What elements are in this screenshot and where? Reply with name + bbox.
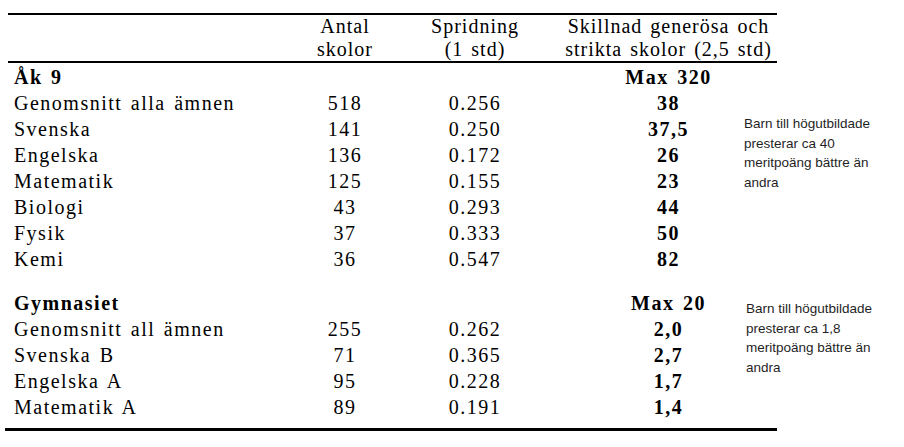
- column-header-line: skolor: [300, 38, 390, 61]
- spridning-value: 0.256: [390, 90, 560, 116]
- table-row: Engelska A 95 0.228 1,7: [8, 368, 777, 394]
- row-label: Matematik A: [8, 394, 300, 420]
- column-header-line: (1 std): [390, 38, 560, 61]
- annotation-gymnasiet: Barn till högutbildade presterar ca 1,8 …: [746, 299, 904, 377]
- skillnad-value: 2,0: [560, 316, 777, 342]
- section-gap: [8, 272, 777, 290]
- annotation-ak9: Barn till högutbildade presterar ca 40 m…: [744, 114, 904, 192]
- row-label: Genomsnitt all ämnen: [8, 316, 300, 342]
- annotation-line: Barn till högutbildade: [744, 114, 904, 134]
- spridning-value: 0.228: [390, 368, 560, 394]
- annotation-line: Barn till högutbildade: [746, 299, 904, 319]
- table-row: Biologi 43 0.293 44: [8, 194, 777, 220]
- column-header-line: Antal: [300, 15, 390, 38]
- antal-skolor-value: 125: [300, 168, 390, 194]
- spridning-value: 0.155: [390, 168, 560, 194]
- table-row: Fysik 37 0.333 50: [8, 220, 777, 246]
- annotation-line: meritpoäng bättre än: [744, 153, 904, 173]
- spridning-value: 0.365: [390, 342, 560, 368]
- annotation-line: andra: [746, 358, 904, 378]
- table-header-rule: [8, 61, 777, 63]
- annotation-line: andra: [744, 173, 904, 193]
- annotation-line: meritpoäng bättre än: [746, 338, 904, 358]
- antal-skolor-value: 71: [300, 342, 390, 368]
- skillnad-value: 1,4: [560, 394, 777, 420]
- empty-cell: [300, 64, 390, 90]
- column-header-line: Spridning: [390, 15, 560, 38]
- spridning-value: 0.191: [390, 394, 560, 420]
- table-row: Svenska 141 0.250 37,5: [8, 116, 777, 142]
- antal-skolor-value: 36: [300, 246, 390, 272]
- empty-cell: [390, 290, 560, 316]
- row-label: Matematik: [8, 168, 300, 194]
- spridning-value: 0.333: [390, 220, 560, 246]
- antal-skolor-value: 43: [300, 194, 390, 220]
- column-header-skillnad: Skillnad generösa och strikta skolor (2,…: [560, 15, 777, 61]
- section-title: Åk 9: [8, 64, 300, 90]
- table-row: Engelska 136 0.172 26: [8, 142, 777, 168]
- row-label: Svenska: [8, 116, 300, 142]
- row-label: Svenska B: [8, 342, 300, 368]
- max-label: Max 320: [560, 64, 777, 90]
- table-row: Genomsnitt all ämnen 255 0.262 2,0: [8, 316, 777, 342]
- skillnad-value: 1,7: [560, 368, 777, 394]
- table-row: Genomsnitt alla ämnen 518 0.256 38: [8, 90, 777, 116]
- spridning-value: 0.172: [390, 142, 560, 168]
- section-title: Gymnasiet: [8, 290, 300, 316]
- antal-skolor-value: 95: [300, 368, 390, 394]
- annotation-line: presterar ca 40: [744, 134, 904, 154]
- row-label: Kemi: [8, 246, 300, 272]
- antal-skolor-value: 37: [300, 220, 390, 246]
- skillnad-value: 2,7: [560, 342, 777, 368]
- table-row: Kemi 36 0.547 82: [8, 246, 777, 272]
- column-header-line: Skillnad generösa och: [560, 15, 777, 38]
- column-header-line: strikta skolor (2,5 std): [560, 38, 777, 61]
- table-row: Matematik 125 0.155 23: [8, 168, 777, 194]
- empty-header-cell: [8, 15, 300, 61]
- antal-skolor-value: 518: [300, 90, 390, 116]
- document-page: Antal skolor Spridning (1 std) Skillnad …: [0, 0, 904, 447]
- spridning-value: 0.293: [390, 194, 560, 220]
- spridning-value: 0.262: [390, 316, 560, 342]
- skillnad-value: 44: [560, 194, 777, 220]
- row-label: Biologi: [8, 194, 300, 220]
- antal-skolor-value: 141: [300, 116, 390, 142]
- empty-cell: [390, 64, 560, 90]
- max-label: Max 20: [560, 290, 777, 316]
- skillnad-value: 38: [560, 90, 777, 116]
- section-header-row: Åk 9 Max 320: [8, 64, 777, 90]
- antal-skolor-value: 89: [300, 394, 390, 420]
- annotation-line: presterar ca 1,8: [746, 319, 904, 339]
- column-header-antal-skolor: Antal skolor: [300, 15, 390, 61]
- skillnad-value: 50: [560, 220, 777, 246]
- antal-skolor-value: 255: [300, 316, 390, 342]
- table-header-row: Antal skolor Spridning (1 std) Skillnad …: [8, 15, 777, 61]
- row-label: Engelska: [8, 142, 300, 168]
- row-label: Genomsnitt alla ämnen: [8, 90, 300, 116]
- spridning-value: 0.547: [390, 246, 560, 272]
- spridning-value: 0.250: [390, 116, 560, 142]
- table-bottom-rule: [5, 428, 777, 431]
- empty-cell: [300, 290, 390, 316]
- skillnad-value: 82: [560, 246, 777, 272]
- row-label: Fysik: [8, 220, 300, 246]
- table-row: Matematik A 89 0.191 1,4: [8, 394, 777, 420]
- column-header-spridning: Spridning (1 std): [390, 15, 560, 61]
- section-header-row: Gymnasiet Max 20: [8, 290, 777, 316]
- antal-skolor-value: 136: [300, 142, 390, 168]
- table-row: Svenska B 71 0.365 2,7: [8, 342, 777, 368]
- row-label: Engelska A: [8, 368, 300, 394]
- table-body: Åk 9 Max 320 Genomsnitt alla ämnen 518 0…: [8, 64, 777, 420]
